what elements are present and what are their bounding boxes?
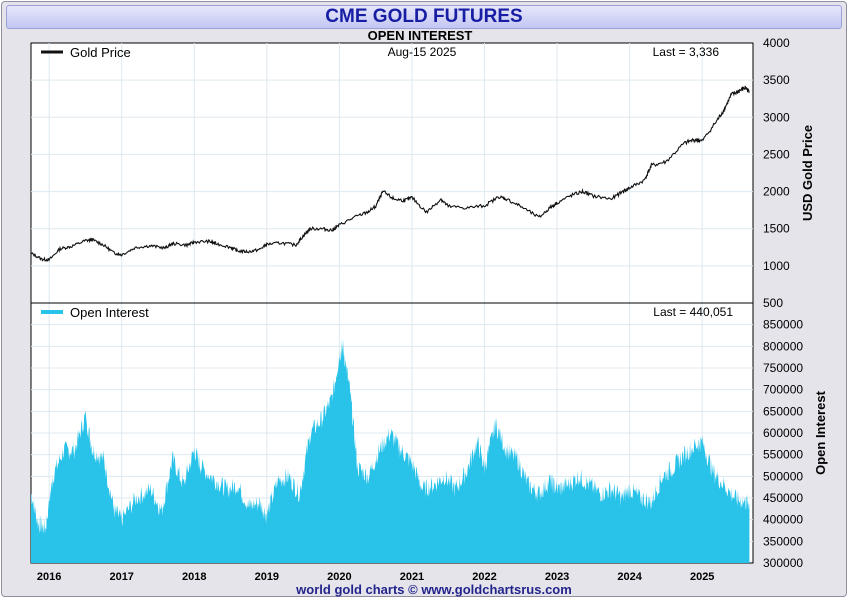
x-tick-label: 2021: [400, 571, 424, 583]
oi-y-tick-label: 300000: [763, 556, 803, 570]
oi-y-tick-label: 350000: [763, 534, 803, 548]
oi-y-tick-label: 400000: [763, 513, 803, 527]
gold-price-line: [30, 85, 750, 262]
oi-y-tick-label: 600000: [763, 426, 803, 440]
oi-y-tick-label: 650000: [763, 404, 803, 418]
price-last-label: Last = 3,336: [653, 45, 720, 59]
x-tick-label: 2016: [37, 571, 61, 583]
axis-tick-labels: 2016 2017 2018 2019 2020 2021 2022 2023 2024 2025…: [37, 36, 803, 583]
price-y-tick-label: 2500: [763, 147, 790, 161]
price-legend-label: Gold Price: [70, 45, 131, 60]
x-tick-label: 2025: [690, 571, 714, 583]
price-plot-area: [30, 42, 754, 304]
price-y-tick-label: 1500: [763, 222, 790, 236]
x-tick-label: 2019: [255, 571, 279, 583]
chart-title: CME GOLD FUTURES: [325, 6, 523, 27]
x-tick-label: 2022: [472, 571, 496, 583]
title-bar: CME GOLD FUTURES: [6, 5, 842, 29]
oi-y-tick-label: 500000: [763, 469, 803, 483]
oi-y-tick-label: 450000: [763, 491, 803, 505]
chart-subtitle: OPEN INTEREST: [368, 28, 473, 43]
oi-y-tick-label: 800000: [763, 339, 803, 353]
price-axis-title: USD Gold Price: [800, 125, 815, 221]
price-y-tick-label: 3000: [763, 110, 790, 124]
price-y-tick-label: 500: [763, 296, 783, 310]
x-tick-label: 2020: [327, 571, 351, 583]
price-y-tick-label: 3500: [763, 73, 790, 87]
open-interest-area-layer: [31, 338, 750, 563]
oi-legend-label: Open Interest: [70, 305, 149, 320]
oi-axis-title: Open Interest: [813, 390, 828, 474]
oi-y-tick-label: 850000: [763, 318, 803, 332]
x-tick-label: 2018: [182, 571, 206, 583]
x-tick-label: 2023: [545, 571, 569, 583]
oi-y-tick-label: 700000: [763, 383, 803, 397]
open-interest-area: [31, 338, 750, 563]
oi-y-tick-label: 550000: [763, 448, 803, 462]
price-y-tick-label: 1000: [763, 259, 790, 273]
gold-price-line-layer: [30, 85, 750, 262]
x-tick-label: 2017: [109, 571, 133, 583]
oi-last-label: Last = 440,051: [653, 305, 733, 319]
x-tick-label: 2024: [617, 571, 642, 583]
price-y-tick-label: 4000: [763, 36, 790, 50]
price-y-tick-label: 2000: [763, 185, 790, 199]
chart-date: Aug-15 2025: [388, 45, 457, 59]
footer-credit: world gold charts © www.goldchartsrus.co…: [295, 582, 572, 597]
oi-y-tick-label: 750000: [763, 361, 803, 375]
